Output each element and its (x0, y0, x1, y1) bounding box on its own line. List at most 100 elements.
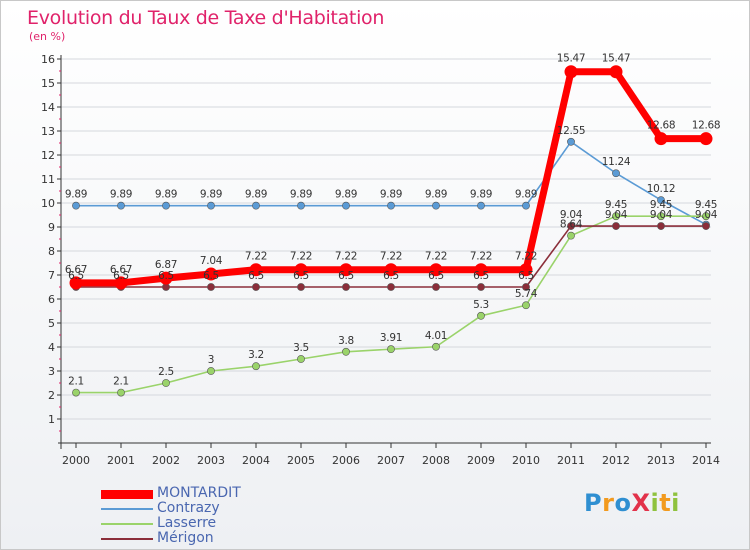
data-label: 7.22 (470, 251, 492, 263)
data-point (387, 345, 395, 354)
data-point (429, 263, 443, 277)
data-label: 6.5 (203, 270, 219, 282)
grid-lines (61, 58, 711, 420)
y-tick-label: 5 (48, 317, 55, 330)
data-label: 6.5 (428, 270, 444, 282)
y-tick-label: 11 (41, 173, 55, 186)
y-tick-label: 10 (41, 197, 55, 210)
data-point (69, 276, 83, 290)
data-point (207, 367, 215, 375)
data-label: 11.24 (602, 156, 631, 168)
logo-letter: X (631, 489, 651, 517)
data-label: 9.45 (650, 199, 672, 211)
data-point (474, 263, 488, 277)
data-point (387, 201, 395, 210)
data-point (567, 222, 575, 230)
data-point (207, 201, 215, 210)
data-point (699, 132, 713, 146)
data-point (477, 201, 485, 210)
x-tick-label: 2013 (647, 454, 675, 467)
y-tick-label: 14 (41, 101, 55, 114)
data-label: 15.47 (557, 53, 586, 65)
x-tick-label: 2005 (287, 454, 315, 467)
data-label: 12.68 (647, 120, 676, 132)
x-tick-label: 2007 (377, 454, 405, 467)
data-label: 10.12 (647, 183, 676, 195)
data-point (612, 169, 620, 178)
x-tick-label: 2014 (692, 454, 720, 467)
data-point (657, 212, 665, 221)
data-point (342, 201, 350, 210)
data-point (519, 263, 533, 277)
data-label: 5.74 (515, 288, 538, 300)
x-tick-label: 2012 (602, 454, 630, 467)
data-point (567, 137, 575, 146)
data-point (297, 355, 305, 363)
data-label: 9.04 (695, 209, 718, 221)
data-label: 9.45 (695, 199, 717, 211)
data-labels: 9.89 9.89 9.89 9.89 9.89 9.89 9.89 9.89 9.89 9.89… (65, 53, 721, 388)
data-point (162, 201, 170, 210)
x-tick-label: 2002 (152, 454, 180, 467)
data-point (252, 362, 260, 371)
data-point (159, 271, 173, 285)
data-point (432, 283, 440, 291)
data-point (342, 283, 350, 291)
data-point (252, 283, 260, 291)
y-tick-label: 16 (41, 53, 55, 66)
data-point (249, 263, 263, 277)
data-label: 3 (208, 354, 214, 366)
data-point (657, 222, 665, 230)
y-tick-label: 3 (48, 365, 55, 378)
data-label: 7.22 (245, 251, 267, 263)
unit-label: (en %) (29, 30, 66, 43)
data-point (612, 212, 620, 221)
x-tick-label: 2003 (197, 454, 225, 467)
data-label: 8.64 (560, 219, 583, 231)
data-label: 7.22 (335, 251, 357, 263)
y-tick-label: 2 (48, 389, 55, 402)
data-label: 6.5 (248, 270, 264, 282)
y-tick-label: 13 (41, 125, 55, 138)
logo-letter: P (584, 489, 603, 517)
data-point (657, 196, 665, 205)
data-point (117, 388, 125, 397)
data-label: 3.8 (338, 335, 354, 347)
data-point (477, 311, 485, 320)
data-point (564, 65, 578, 79)
logo-letter: o (614, 489, 632, 517)
data-point (609, 65, 623, 79)
data-label: 9.89 (290, 189, 312, 201)
data-label: 7.22 (515, 251, 537, 263)
y-tick-label: 12 (41, 149, 55, 162)
data-label: 6.5 (383, 270, 399, 282)
data-label: 2.1 (68, 376, 84, 388)
data-label: 4.01 (425, 330, 447, 342)
data-label: 12.68 (692, 120, 721, 132)
data-point (207, 283, 215, 291)
data-point (432, 342, 440, 351)
data-label: 9.89 (515, 189, 537, 201)
data-point (522, 201, 530, 210)
data-label: 5.3 (473, 299, 489, 311)
data-point (342, 347, 350, 356)
data-point (702, 212, 710, 221)
data-label: 9.89 (380, 189, 402, 201)
data-label: 9.89 (425, 189, 447, 201)
data-point (297, 201, 305, 210)
y-tick-label: 4 (48, 341, 55, 354)
data-point (294, 263, 308, 277)
data-label: 6.5 (473, 270, 489, 282)
data-label: 6.5 (518, 270, 534, 282)
legend-swatch (101, 538, 153, 540)
legend-label: MONTARDIT (157, 485, 241, 501)
data-point (72, 201, 80, 210)
y-tick-label: 1 (48, 413, 55, 426)
data-point (204, 267, 218, 281)
proxiti-logo: ProXiti (584, 489, 680, 517)
legend-label: Contrazy (157, 500, 220, 516)
legend-label: Lasserre (157, 515, 217, 531)
data-point (297, 283, 305, 291)
